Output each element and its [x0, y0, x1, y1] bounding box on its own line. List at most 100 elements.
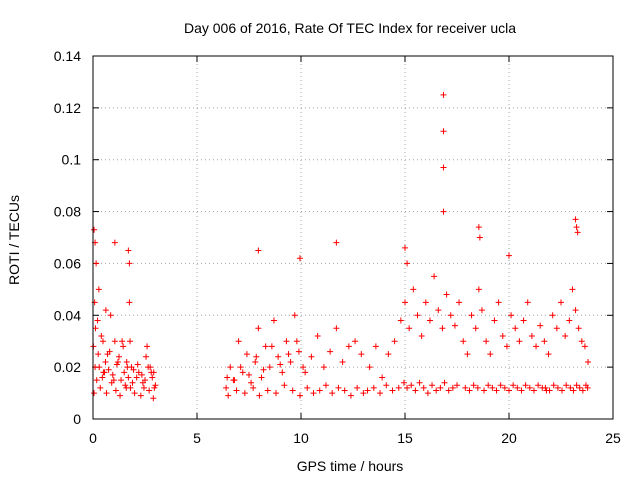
data-point: [402, 244, 408, 251]
data-point: [302, 369, 309, 376]
y-tick-label: 0: [73, 411, 81, 427]
data-point: [377, 390, 384, 397]
data-point: [516, 338, 523, 345]
data-point: [106, 348, 113, 355]
data-point: [389, 387, 396, 394]
y-tick-label: 0.12: [54, 100, 81, 116]
data-point: [237, 364, 244, 371]
data-point: [262, 343, 269, 350]
data-point: [420, 384, 427, 391]
data-point: [97, 384, 104, 391]
data-point: [123, 358, 130, 365]
data-point: [585, 358, 592, 365]
data-point: [255, 325, 262, 332]
data-point: [316, 387, 323, 394]
data-point: [470, 382, 477, 389]
data-point: [491, 317, 498, 324]
data-point: [300, 364, 307, 371]
data-point: [454, 382, 460, 389]
data-point: [347, 392, 354, 399]
data-markers: [90, 91, 592, 402]
data-point: [137, 392, 144, 399]
data-point: [117, 392, 124, 399]
data-point: [118, 377, 125, 384]
data-point: [143, 353, 150, 360]
data-point: [279, 369, 286, 376]
data-point: [567, 384, 574, 391]
data-point: [522, 382, 529, 389]
data-point: [440, 164, 447, 171]
data-point: [464, 351, 471, 358]
data-point: [572, 216, 579, 223]
data-point: [134, 361, 141, 368]
data-point: [364, 387, 371, 394]
data-point: [252, 358, 259, 365]
data-point: [414, 312, 421, 319]
data-point: [408, 382, 415, 389]
data-point: [100, 369, 107, 376]
data-point: [489, 384, 496, 391]
data-point: [283, 338, 290, 345]
data-point: [113, 361, 120, 368]
data-point: [456, 299, 463, 306]
data-point: [256, 392, 263, 399]
data-point: [131, 390, 138, 397]
data-point: [383, 382, 390, 389]
data-point: [443, 291, 450, 298]
data-point: [510, 382, 517, 389]
data-point: [130, 366, 137, 373]
grid: [93, 56, 613, 419]
data-point: [103, 390, 110, 397]
data-point: [440, 91, 447, 98]
data-point: [402, 299, 408, 306]
data-point: [109, 371, 116, 378]
data-point: [310, 390, 317, 397]
data-point: [572, 307, 579, 314]
data-point: [554, 384, 561, 391]
data-point: [431, 273, 438, 280]
data-point: [121, 369, 128, 376]
data-point: [293, 338, 300, 345]
data-point: [570, 387, 577, 394]
data-point: [512, 325, 519, 332]
data-point: [260, 366, 267, 373]
data-point: [487, 351, 494, 358]
data-point: [119, 338, 126, 345]
data-point: [138, 371, 145, 378]
data-point: [410, 286, 417, 293]
data-point: [533, 343, 540, 350]
data-point: [418, 333, 425, 340]
data-point: [462, 384, 469, 391]
data-point: [584, 384, 591, 391]
data-point: [354, 384, 361, 391]
data-point: [333, 239, 340, 246]
data-point: [546, 387, 553, 394]
data-point: [426, 317, 433, 324]
data-point: [285, 351, 292, 358]
x-axis-label: GPS time / hours: [297, 458, 404, 474]
data-point: [295, 348, 302, 355]
data-point: [558, 299, 564, 306]
data-point: [518, 387, 525, 394]
data-point: [116, 353, 122, 360]
data-point: [129, 379, 136, 386]
data-point: [573, 382, 580, 389]
data-point: [493, 387, 500, 394]
data-point: [99, 374, 106, 381]
data-point: [503, 343, 510, 350]
data-point: [545, 351, 552, 358]
data-point: [481, 387, 488, 394]
data-point: [474, 384, 481, 391]
data-point: [98, 333, 105, 340]
data-point: [549, 312, 556, 319]
data-point: [126, 299, 133, 306]
data-point: [230, 377, 237, 384]
data-point: [268, 343, 275, 350]
data-point: [227, 364, 234, 371]
data-point: [224, 374, 231, 381]
chart-title: Day 006 of 2016, Rate Of TEC Index for r…: [184, 20, 516, 36]
data-point: [102, 307, 109, 314]
data-point: [93, 377, 100, 384]
x-tick-label: 25: [605, 430, 621, 446]
y-tick-label: 0.04: [54, 307, 81, 323]
